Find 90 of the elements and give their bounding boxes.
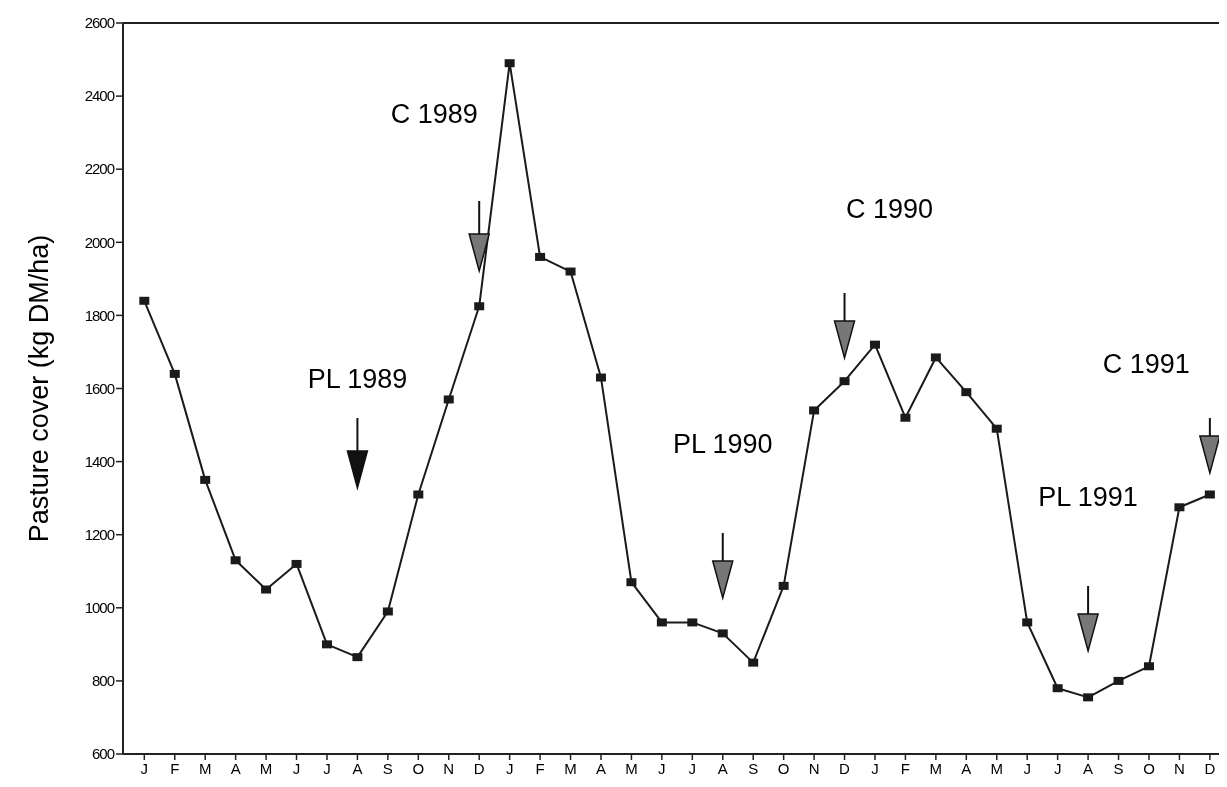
point [778, 581, 789, 590]
point [413, 490, 424, 499]
point [535, 252, 546, 261]
point [169, 369, 180, 378]
point [382, 607, 393, 616]
x-tick-label: O [412, 760, 425, 777]
x-tick-label: A [961, 760, 972, 777]
x-tick-label: M [625, 760, 638, 777]
annotation: PL 1991 [1038, 482, 1138, 512]
annotation: PL 1990 [672, 429, 773, 459]
x-tick-label: F [170, 760, 180, 777]
x-tick-label: J [1053, 760, 1062, 777]
x-tick-label: J [871, 760, 879, 777]
x-tick-label: J [140, 760, 149, 777]
point [1113, 676, 1124, 685]
x-tick-label: M [198, 760, 212, 777]
y-tick-label: 800 [91, 672, 115, 690]
y-tick-label: 2400 [84, 87, 115, 105]
y-tick-label: 2200 [84, 160, 115, 178]
point [656, 618, 667, 627]
x-tick-label: O [777, 760, 790, 777]
x-tick-label: N [808, 760, 820, 777]
x-tick-label: F [900, 760, 911, 777]
annotation: PL 1989 [307, 364, 408, 394]
point [565, 267, 576, 276]
point [717, 629, 728, 638]
y-tick-label: 1800 [84, 306, 115, 324]
x-tick-label: N [443, 760, 455, 777]
x-tick-label: A [230, 760, 241, 777]
annotation: C 1991 [1102, 349, 1190, 379]
x-tick-label: J [688, 760, 697, 777]
y-tick-label: 1000 [84, 599, 115, 617]
point [900, 413, 911, 422]
point [1143, 662, 1154, 671]
x-tick-label: D [473, 760, 485, 777]
point [200, 475, 211, 484]
point [352, 653, 363, 662]
y-tick-label: 1600 [84, 379, 115, 397]
point [139, 296, 150, 305]
point [748, 658, 759, 667]
x-tick-label: D [839, 760, 851, 777]
point [687, 618, 698, 627]
x-tick-label: M [564, 760, 577, 777]
y-axis-title: Pasture cover (kg DM/ha) [24, 234, 54, 543]
x-tick-label: J [292, 760, 301, 777]
point [1022, 618, 1033, 627]
y-tick-label: 2000 [84, 233, 115, 251]
x-tick-label: S [382, 760, 393, 777]
annotation: C 1990 [845, 194, 934, 224]
point [504, 59, 515, 68]
point [930, 353, 941, 362]
point [839, 377, 850, 386]
point [595, 373, 606, 382]
y-tick-label: 2600 [84, 14, 115, 32]
x-tick-label: M [929, 760, 943, 777]
point [321, 640, 332, 649]
x-tick-label: J [323, 760, 331, 777]
point [230, 556, 241, 565]
point [1204, 490, 1215, 499]
point [961, 388, 972, 397]
x-tick-label: J [658, 760, 666, 777]
x-tick-label: M [259, 760, 273, 777]
point [291, 559, 302, 568]
annotation: C 1989 [390, 99, 478, 129]
point [474, 302, 485, 311]
y-tick-label: 600 [91, 745, 115, 763]
point [991, 424, 1002, 433]
x-tick-label: J [505, 760, 514, 777]
point [869, 340, 880, 349]
point [809, 406, 820, 415]
x-tick-label: F [535, 760, 545, 777]
point [261, 585, 272, 594]
point [1052, 684, 1063, 693]
x-tick-label: M [990, 760, 1004, 777]
x-tick-label: A [717, 760, 728, 777]
point [1174, 503, 1185, 512]
x-tick-label: N [1174, 760, 1185, 777]
point [443, 395, 454, 404]
point [626, 578, 637, 587]
point [1083, 693, 1094, 702]
x-tick-label: A [352, 760, 363, 777]
x-tick-label: O [1143, 760, 1155, 777]
x-tick-label: S [1113, 760, 1124, 777]
x-tick-label: A [1083, 760, 1094, 777]
x-tick-label: S [748, 760, 759, 777]
x-tick-label: A [595, 760, 606, 777]
y-tick-label: 1200 [84, 525, 115, 543]
x-tick-label: D [1204, 760, 1216, 777]
x-tick-label: J [1023, 760, 1031, 777]
y-tick-label: 1400 [84, 452, 115, 470]
